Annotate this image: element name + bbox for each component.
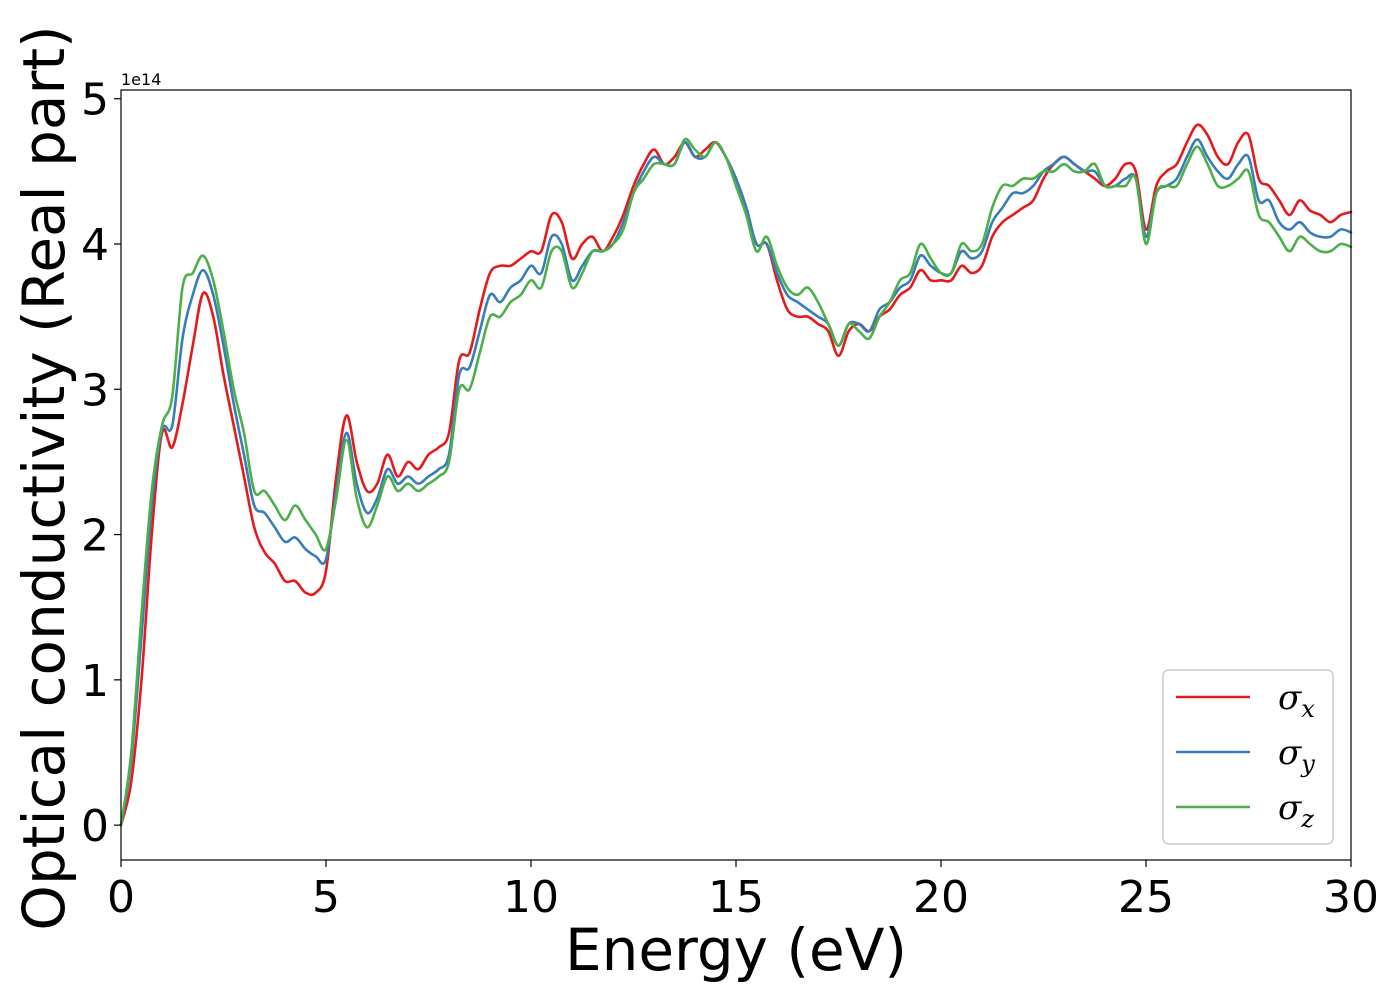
x-tick-label: 5 [312,872,340,923]
y-axis-title: Optical conductivity (Real part) [10,25,78,930]
x-tick-label: 20 [913,872,969,923]
y-tick-label: 4 [81,220,109,271]
y-tick-label: 3 [81,365,109,416]
y-tick-label: 5 [81,75,109,126]
x-tick-label: 30 [1323,872,1379,923]
x-tick-label: 10 [503,872,559,923]
series-layer [119,123,1353,827]
x-tick-label: 0 [107,872,135,923]
x-axis-title: Energy (eV) [565,916,907,984]
x-axis-ticks: 0 5 10 15 20 25 30 [107,860,1379,923]
y-axis-ticks: 0 1 2 3 4 5 [81,75,121,852]
y-offset-label: 1e14 [121,70,161,89]
y-tick-label: 1 [81,656,109,707]
series-line-sigma-z [119,137,1353,827]
legend-frame [1162,669,1334,845]
x-tick-label: 25 [1118,872,1174,923]
x-tick-label: 15 [708,872,764,923]
y-tick-label: 2 [81,511,109,562]
y-tick-label: 0 [81,801,109,852]
